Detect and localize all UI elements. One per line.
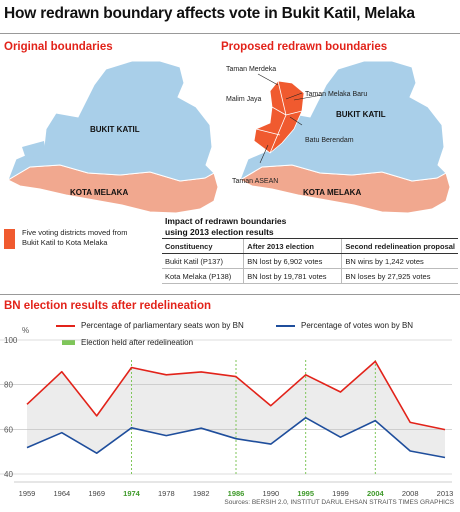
x-tick-label: 1974	[123, 489, 141, 498]
bukit-katil-coast	[22, 141, 46, 159]
title-rule	[0, 33, 460, 34]
y-tick-label: 40	[4, 470, 13, 479]
x-tick-label: 1978	[158, 489, 175, 498]
legend-votes: Percentage of votes won by BN	[276, 321, 413, 330]
impact-table-title: Impact of redrawn boundaries using 2013 …	[165, 216, 286, 237]
x-tick-label: 1964	[53, 489, 70, 498]
bukit-katil-label-left: BUKIT KATIL	[90, 125, 140, 134]
impact-table: Constituency After 2013 election Second …	[162, 238, 458, 284]
batu-berendam-label: Batu Berendam	[305, 137, 354, 144]
x-tick-label: 2008	[402, 489, 419, 498]
source-note: Sources: BERSIH 2.0, INSTITUT DARUL EHSA…	[224, 499, 454, 506]
section-rule	[0, 294, 460, 295]
impact-title-line2: using 2013 election results	[165, 226, 274, 237]
impact-header-row: Constituency After 2013 election Second …	[162, 238, 458, 254]
impact-header: After 2013 election	[243, 238, 342, 254]
y-tick-label: 100	[4, 336, 18, 345]
legend-seats: Percentage of parliamentary seats won by…	[56, 321, 244, 330]
legend-election-label: Election held after redelineation	[81, 338, 194, 347]
kota-melaka-label-left: KOTA MELAKA	[70, 188, 129, 197]
bukit-katil-region	[7, 60, 215, 182]
x-tick-label: 1995	[297, 489, 314, 498]
table-row: Kota Melaka (P138) BN lost by 19,781 vot…	[162, 268, 458, 284]
impact-cell: BN loses by 27,925 votes	[341, 268, 458, 284]
impact-cell: Bukit Katil (P137)	[162, 253, 244, 269]
proposed-map	[238, 60, 451, 214]
impact-cell: BN wins by 1,242 votes	[341, 253, 458, 269]
impact-cell: BN lost by 19,781 votes	[243, 268, 342, 284]
original-map	[6, 60, 219, 214]
leader-lines	[257, 73, 323, 164]
x-tick-label: 1986	[228, 489, 245, 498]
seats-series-line	[26, 360, 446, 431]
kota-melaka-label-right: KOTA MELAKA	[303, 188, 362, 197]
malim-jaya-label: Malim Jaya	[226, 96, 262, 103]
moved-district-border	[255, 80, 303, 154]
x-tick-label: 1982	[193, 489, 210, 498]
votes-legend-swatch	[276, 324, 295, 327]
maps-svg	[6, 60, 451, 214]
x-tick-label: 1969	[88, 489, 105, 498]
impact-title-line1: Impact of redrawn boundaries	[165, 216, 287, 226]
seats-legend-swatch	[56, 324, 75, 327]
moved-districts-legend-text: Five voting districts moved from Bukit K…	[22, 228, 128, 247]
x-tick-label: 2004	[367, 489, 385, 498]
impact-cell: Kota Melaka (P138)	[162, 268, 244, 284]
impact-cell: BN lost by 6,902 votes	[243, 253, 342, 269]
original-map-title: Original boundaries	[4, 41, 113, 53]
chart-section-title: BN election results after redelineation	[4, 300, 212, 312]
impact-header: Constituency	[162, 238, 244, 254]
votes-series-line	[26, 416, 446, 459]
impact-header: Second redelineation proposal	[341, 238, 458, 254]
y-unit-label: %	[22, 326, 29, 335]
y-tick-label: 80	[4, 381, 13, 390]
page-title: How redrawn boundary affects vote in Buk…	[4, 5, 415, 22]
legend-seats-label: Percentage of parliamentary seats won by…	[81, 321, 244, 330]
election-legend-swatch	[62, 340, 75, 346]
x-tick-label: 1999	[332, 489, 349, 498]
taman-melaka-baru-label: Taman Melaka Baru	[305, 91, 368, 98]
table-row: Bukit Katil (P137) BN lost by 6,902 vote…	[162, 253, 458, 269]
x-tick-label: 1990	[262, 489, 279, 498]
line-chart: 40 60 80 100% 1959 1964 1969 1974 1978 1982 1986 19…	[0, 326, 454, 498]
proposed-map-title: Proposed redrawn boundaries	[221, 41, 388, 53]
legend-election: Election held after redelineation	[62, 338, 193, 347]
legend-votes-label: Percentage of votes won by BN	[301, 321, 414, 330]
taman-merdeka-label: Taman Merdeka	[226, 66, 277, 73]
y-tick-label: 60	[4, 425, 13, 434]
x-tick-label: 2013	[437, 489, 454, 498]
moved-districts-legend-swatch	[4, 229, 15, 249]
x-tick-label: 1959	[19, 489, 36, 498]
taman-asean-label: Taman ASEAN	[232, 178, 279, 185]
bukit-katil-label-right: BUKIT KATIL	[336, 110, 386, 119]
